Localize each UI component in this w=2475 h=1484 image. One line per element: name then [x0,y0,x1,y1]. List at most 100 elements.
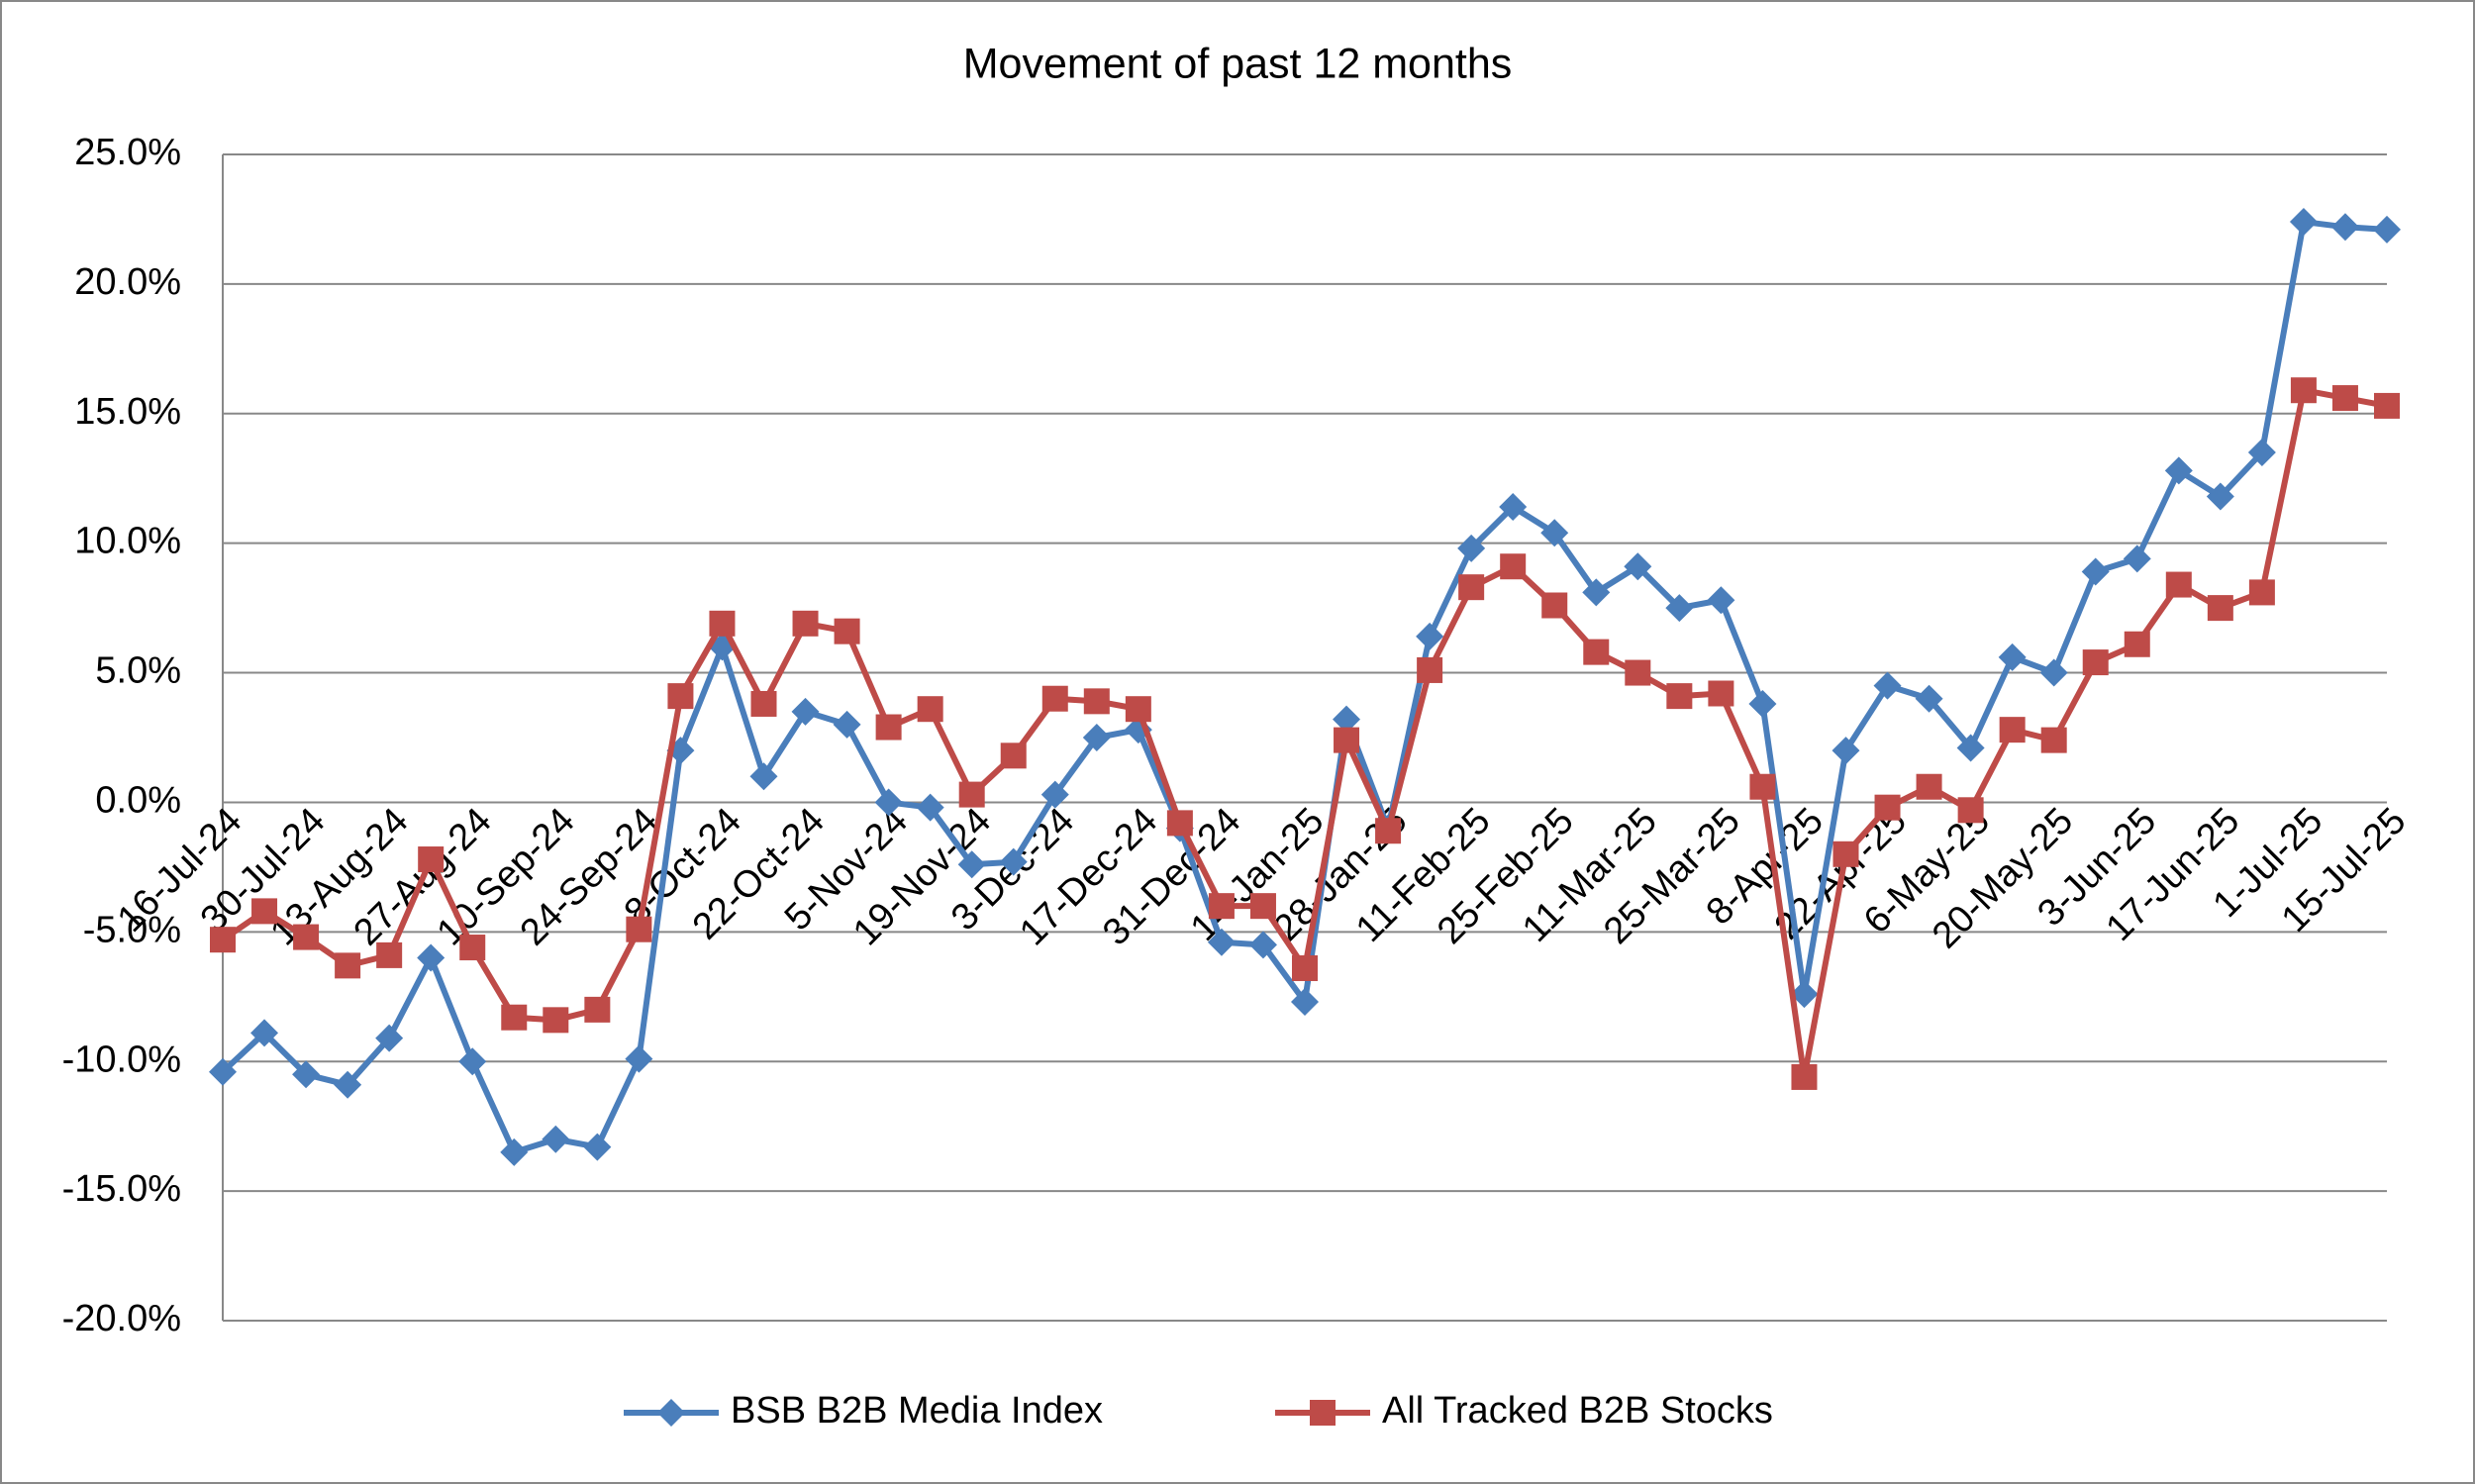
marker [1125,696,1151,723]
marker [1333,705,1361,734]
marker [458,1047,487,1076]
marker [1041,685,1068,712]
marker [375,1024,404,1052]
marker [1956,734,1985,762]
marker [1790,980,1819,1009]
marker [335,952,361,979]
marker [1665,594,1694,623]
marker [1625,659,1651,686]
marker [626,916,652,942]
marker [833,710,861,739]
marker [2039,658,2068,687]
marker [1915,684,1943,713]
marker [1874,794,1901,821]
marker [2040,727,2067,753]
marker [1291,988,1319,1017]
marker [2081,557,2110,586]
marker [2164,456,2193,485]
marker [2290,377,2317,404]
marker [250,1019,279,1047]
marker [2247,439,2276,467]
marker [584,996,611,1023]
y-tick-label: 25.0% [74,132,181,173]
legend-label: BSB B2B Media Index [731,1390,1103,1432]
y-tick-label: -10.0% [62,1039,181,1080]
marker [1998,643,2027,671]
marker [2082,649,2109,676]
marker [2374,392,2400,419]
marker [417,943,446,972]
marker [1873,671,1902,700]
marker [1334,727,1360,753]
marker [292,1060,321,1089]
marker [501,1004,528,1031]
marker [1916,773,1942,800]
y-tick-label: 15.0% [74,391,181,433]
marker [542,1125,570,1153]
legend-label: All Tracked B2B Stocks [1382,1390,1773,1432]
marker [210,927,236,953]
y-tick-label: -5.0% [83,909,181,950]
marker [792,610,819,637]
y-tick-label: 20.0% [74,261,181,303]
marker [2289,208,2318,237]
marker [1957,797,1984,824]
marker [209,1057,237,1086]
marker [2207,595,2233,622]
marker [1457,534,1486,562]
marker [657,1399,685,1427]
y-tick-label: -15.0% [62,1168,181,1210]
marker [749,762,778,791]
marker [1248,931,1277,959]
marker [1832,841,1859,867]
marker [916,793,944,822]
marker [1540,519,1569,547]
marker [1207,928,1236,956]
y-tick-label: 5.0% [95,650,181,692]
marker [1791,1063,1818,1090]
marker [1458,574,1485,601]
marker [334,1070,362,1099]
marker [625,1044,653,1073]
marker [1666,683,1693,710]
marker [583,1133,612,1161]
marker [1832,737,1860,765]
marker [1000,742,1027,769]
marker [2123,544,2151,573]
marker [1582,578,1611,607]
legend-entry: BSB B2B Media Index [624,1390,1103,1432]
marker [459,935,486,961]
marker [1083,688,1110,715]
marker [251,898,278,925]
marker [293,924,320,950]
marker [1082,724,1111,751]
marker [1748,689,1777,718]
marker [1208,893,1235,920]
marker [376,941,403,968]
marker [791,697,820,726]
marker [1500,553,1527,580]
marker [1040,780,1069,809]
chart-title: Movement of past 12 months [963,40,1513,87]
marker [1624,552,1652,581]
marker [667,683,694,710]
marker [958,781,985,808]
marker [750,690,777,717]
marker [874,788,903,817]
y-tick-label: 10.0% [74,521,181,562]
marker [1249,893,1276,920]
marker [1417,656,1443,683]
marker [709,610,736,637]
marker [834,618,860,644]
marker [917,696,943,723]
marker [2330,213,2359,242]
marker [1708,680,1734,707]
y-tick-label: -20.0% [62,1298,181,1339]
marker [543,1007,569,1034]
marker [2124,631,2150,657]
legend-entry: All Tracked B2B Stocks [1275,1390,1773,1432]
marker [1310,1400,1336,1426]
y-tick-label: 0.0% [95,779,181,821]
